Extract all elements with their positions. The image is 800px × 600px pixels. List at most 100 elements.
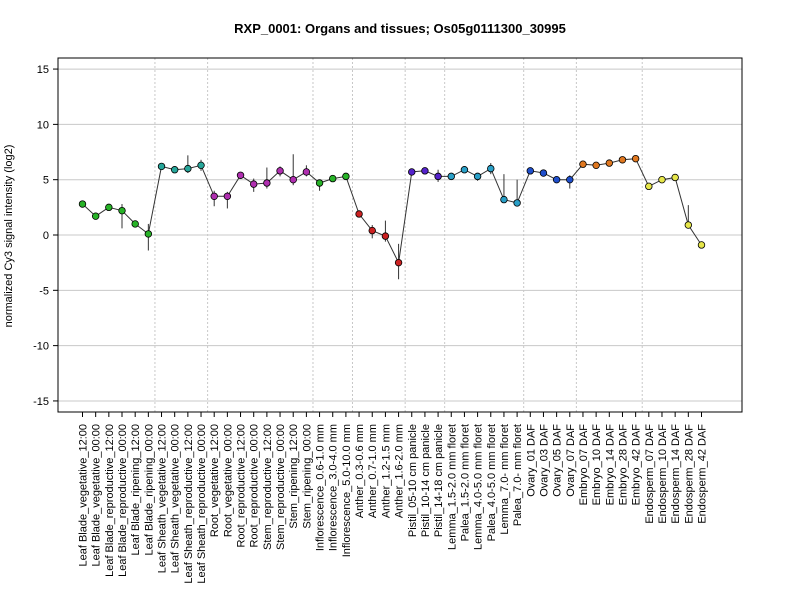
data-point xyxy=(302,168,311,176)
x-tick-label: Leaf Sheath_vegetative_00:00 xyxy=(170,424,182,573)
x-tick-label: Ovary_03 DAF xyxy=(538,424,550,497)
x-tick-label: Anther_0.3-0.6 mm xyxy=(354,424,366,518)
x-tick-label: Inflorescence_0.6-1.0 mm xyxy=(315,424,327,551)
point-layer xyxy=(78,154,706,267)
data-point xyxy=(263,179,271,187)
error-bar-layer xyxy=(95,154,689,280)
data-point xyxy=(526,167,534,175)
data-point xyxy=(631,154,640,163)
data-point xyxy=(513,199,521,207)
data-point xyxy=(394,258,403,267)
y-tick-label: 5 xyxy=(43,175,49,187)
y-tick-label: 15 xyxy=(37,64,49,76)
data-point xyxy=(236,171,245,179)
data-point xyxy=(408,168,416,176)
x-tick-label: Leaf Blade_reproductive_00:00 xyxy=(117,424,129,577)
series-line-layer xyxy=(82,158,702,265)
x-tick-label: Stem_reproductive_12:00 xyxy=(262,424,274,550)
x-tick-label: Lemma_4.0-5.0 mm floret xyxy=(473,424,485,550)
data-point xyxy=(460,166,469,174)
x-tick-label: Root_vegetative_12:00 xyxy=(209,424,221,537)
x-tick-label: Endosperm_28 DAF xyxy=(683,424,695,524)
data-point xyxy=(289,175,297,184)
data-point xyxy=(605,159,613,167)
x-tick-label: Embryo_42 DAF xyxy=(631,424,643,506)
data-point xyxy=(250,180,258,188)
vertical-grid-layer xyxy=(154,58,643,412)
x-tick-label: Ovary_05 DAF xyxy=(552,424,564,497)
x-tick-label: Leaf Blade_reproductive_12:00 xyxy=(104,424,116,577)
x-tick-label: Leaf Blade_vegetative_00:00 xyxy=(91,424,103,567)
x-tick-label: Embryo_28 DAF xyxy=(617,424,629,506)
data-point xyxy=(210,192,218,200)
y-tick-label: -10 xyxy=(33,341,49,353)
x-tick-label: Anther_1.6-2.0 mm xyxy=(394,424,406,518)
data-point xyxy=(105,203,113,212)
x-tick-label: Root_vegetative_00:00 xyxy=(222,424,234,537)
data-point xyxy=(697,241,706,249)
x-tick-label: Lemma_1.5-2.0 mm floret xyxy=(446,424,458,550)
data-point xyxy=(197,161,205,170)
data-point xyxy=(500,195,508,204)
data-point xyxy=(566,175,574,184)
x-tick-layer: Leaf Blade_vegetative_12:00 Leaf Blade_ve… xyxy=(78,412,708,584)
x-tick-label: Inflorescence_5.0-10.0 mm xyxy=(341,424,353,557)
x-tick-label: Leaf Sheath_vegetative_12:00 xyxy=(157,424,169,573)
data-point xyxy=(487,164,495,173)
data-point xyxy=(473,172,482,181)
data-point xyxy=(684,221,693,229)
data-point xyxy=(118,206,126,215)
series-line xyxy=(82,158,702,265)
data-point xyxy=(91,212,100,220)
x-tick-label: Stem_ripening_12:00 xyxy=(288,424,300,529)
x-tick-label: Endosperm_42 DAF xyxy=(696,424,708,524)
x-tick-label: Pistil_10-14 cm panicle xyxy=(420,424,432,537)
x-tick-label: Stem_ripening_00:00 xyxy=(301,424,313,529)
x-tick-label: Anther_1.2-1.5 mm xyxy=(380,424,392,518)
x-tick-label: Leaf Blade_ripening_12:00 xyxy=(130,424,142,556)
data-point xyxy=(539,169,548,177)
data-point xyxy=(329,174,337,183)
y-tick-label: -5 xyxy=(39,285,49,297)
data-point xyxy=(144,230,153,238)
x-tick-label: Embryo_10 DAF xyxy=(591,424,603,506)
x-tick-label: Root_reproductive_12:00 xyxy=(236,424,248,548)
data-point xyxy=(579,160,587,168)
x-tick-label: Pistil_14-18 cm panicle xyxy=(433,424,445,537)
x-tick-label: Endosperm_10 DAF xyxy=(657,424,669,524)
x-tick-label: Palea_4.0-5.0 mm floret xyxy=(486,424,498,541)
x-tick-label: Inflorescence_3.0-4.0 mm xyxy=(328,424,340,551)
y-tick-layer: -15 -10 -5 0 5 10 15 xyxy=(33,64,58,408)
x-tick-label: Stem_reproductive_00:00 xyxy=(275,424,287,550)
y-tick-label: 10 xyxy=(37,119,49,131)
y-tick-label: -15 xyxy=(33,396,49,408)
x-tick-label: Leaf Sheath_reproductive_12:00 xyxy=(183,424,195,584)
x-tick-label: Leaf Blade_ripening_00:00 xyxy=(143,424,155,556)
x-tick-label: Endosperm_14 DAF xyxy=(670,424,682,524)
data-point xyxy=(342,172,350,181)
x-tick-label: Leaf Sheath_reproductive_00:00 xyxy=(196,424,208,584)
grid-layer xyxy=(58,68,742,402)
data-point xyxy=(315,179,324,187)
x-tick-label: Leaf Blade_vegetative_12:00 xyxy=(78,424,90,567)
data-point xyxy=(421,167,429,175)
data-point xyxy=(447,172,455,181)
data-point xyxy=(184,164,192,173)
x-tick-label: Endosperm_07 DAF xyxy=(644,424,656,524)
x-tick-label: Root_reproductive_00:00 xyxy=(249,424,261,548)
data-point xyxy=(78,200,87,208)
x-tick-label: Palea_7.0- mm floret xyxy=(512,424,524,526)
y-tick-label: 0 xyxy=(43,230,49,242)
x-tick-label: Pistil_05-10 cm panicle xyxy=(407,424,419,537)
data-point xyxy=(276,167,284,175)
x-tick-label: Ovary_07 DAF xyxy=(565,424,577,497)
y-axis-label: normalized Cy3 signal intensity (log2) xyxy=(3,145,15,328)
x-tick-label: Ovary_01 DAF xyxy=(525,424,537,497)
chart-title: RXP_0001: Organs and tissues; Os05g01113… xyxy=(234,21,566,36)
data-point xyxy=(355,210,363,218)
x-tick-label: Palea_1.5-2.0 mm floret xyxy=(459,424,471,541)
x-tick-label: Embryo_07 DAF xyxy=(578,424,590,506)
data-point xyxy=(552,175,561,184)
data-point xyxy=(131,220,139,228)
